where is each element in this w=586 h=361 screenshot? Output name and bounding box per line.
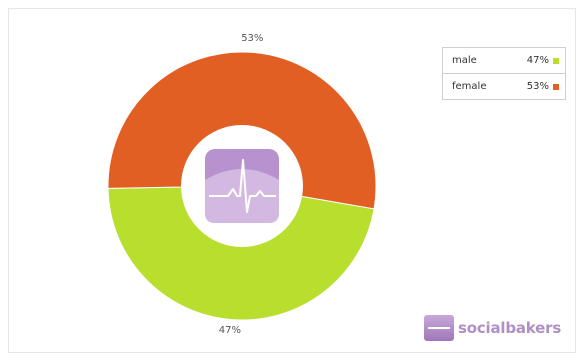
legend-item-male: male 47%	[443, 48, 565, 73]
legend-label: male	[452, 55, 477, 66]
slice-label-female: 53%	[241, 33, 264, 45]
socialbakers-logo-icon	[424, 315, 454, 341]
brand-watermark: socialbakers	[424, 315, 561, 341]
brand-name: socialbakers	[458, 319, 562, 337]
legend-value: 47%	[526, 55, 549, 66]
legend-swatch-male	[553, 57, 559, 64]
legend: male 47% female 53%	[442, 47, 566, 100]
legend-label: female	[452, 81, 487, 92]
legend-value: 53%	[526, 81, 549, 92]
slice-label-male: 47%	[218, 324, 242, 336]
legend-item-female: female 53%	[443, 73, 565, 99]
legend-swatch-female	[553, 83, 559, 90]
heartbeat-monitor-icon	[205, 149, 279, 223]
